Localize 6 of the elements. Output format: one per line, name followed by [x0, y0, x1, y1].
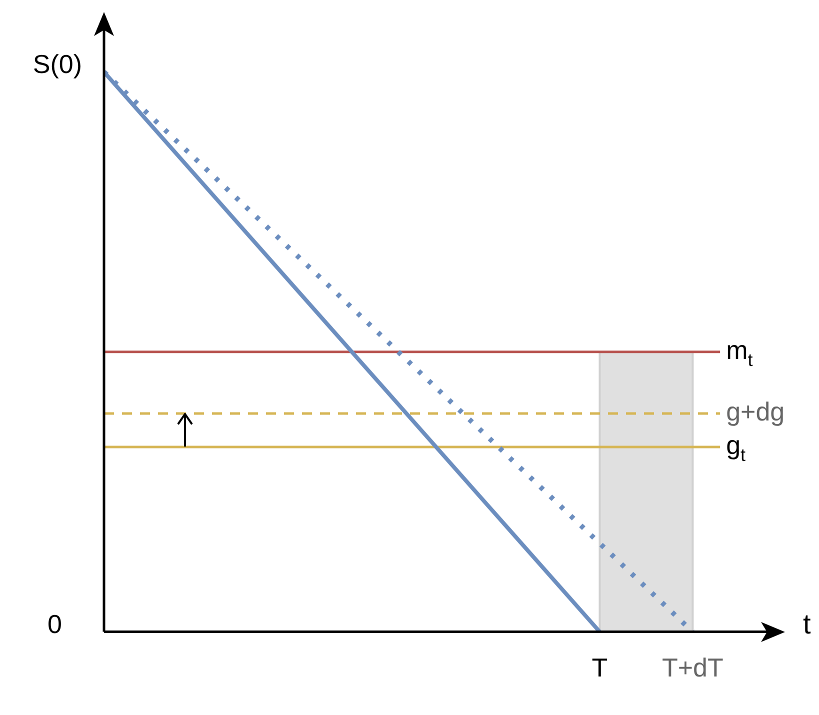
x-tick-label: T: [592, 652, 608, 683]
ref-line-label: g+dg: [726, 396, 785, 427]
x-axis-title: t: [803, 608, 811, 640]
text: 0: [48, 608, 62, 639]
x-tick-label: T+dT: [662, 652, 724, 683]
text: S(0): [32, 49, 82, 80]
